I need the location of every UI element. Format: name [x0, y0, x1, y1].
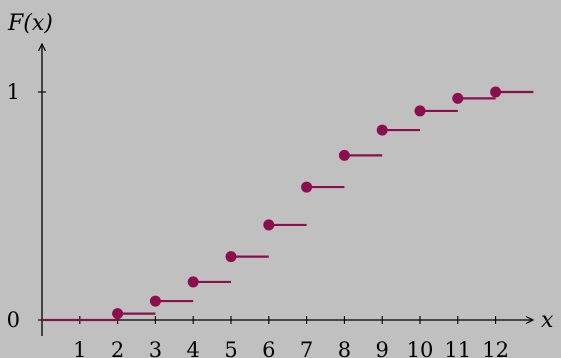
point-11: [452, 92, 464, 104]
point-6: [263, 219, 275, 231]
point-4: [187, 276, 199, 288]
x-tick-label-10: 10: [407, 338, 434, 358]
x-tick-label-1: 1: [73, 338, 86, 358]
point-10: [414, 105, 426, 117]
y-tick-label-0: 0: [7, 308, 20, 332]
point-9: [376, 124, 388, 136]
point-8: [338, 149, 350, 161]
y-tick-label-1: 1: [7, 80, 20, 104]
x-tick-label-9: 9: [376, 338, 389, 358]
x-tick-label-8: 8: [338, 338, 351, 358]
x-tick-label-2: 2: [111, 338, 124, 358]
point-2: [112, 308, 124, 320]
x-tick-label-4: 4: [187, 338, 200, 358]
point-5: [225, 251, 237, 263]
point-7: [301, 181, 313, 193]
x-axis-arrowhead: [525, 315, 535, 325]
x-tick-label-6: 6: [262, 338, 275, 358]
x-tick-label-12: 12: [482, 338, 509, 358]
x-axis-label: x: [541, 308, 554, 333]
x-tick-label-5: 5: [224, 338, 237, 358]
x-tick-label-3: 3: [149, 338, 162, 358]
series-marks: [42, 86, 534, 322]
x-tick-label-7: 7: [300, 338, 313, 358]
y-axis-arrowhead: [37, 42, 47, 52]
point-12: [490, 86, 502, 98]
x-tick-label-11: 11: [444, 338, 471, 358]
point-3: [149, 295, 161, 307]
axes: [37, 42, 535, 336]
y-axis-label: F(x): [7, 11, 53, 36]
